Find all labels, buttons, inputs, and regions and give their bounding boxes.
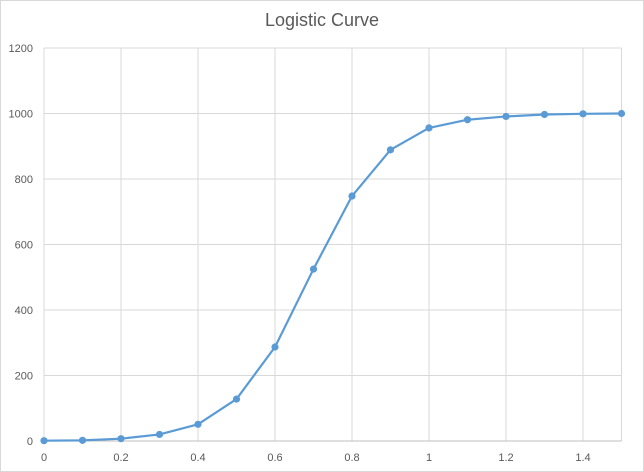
data-point [309, 265, 318, 273]
x-tick-label: 1.4 [575, 452, 590, 464]
x-tick-label: 1 [426, 452, 432, 464]
data-point [502, 112, 510, 121]
data-point [386, 146, 395, 154]
x-tick-label: 0.2 [113, 452, 128, 464]
y-tick-label: 400 [15, 305, 33, 317]
x-tick-label: 0.8 [344, 452, 359, 464]
data-point [463, 116, 472, 124]
data-point [155, 430, 164, 439]
data-point [271, 343, 279, 351]
data-point [425, 124, 433, 132]
data-point [579, 110, 587, 118]
y-tick-label: 800 [15, 174, 33, 186]
x-tick-label: 0 [41, 452, 47, 464]
data-point [117, 435, 125, 443]
data-point [540, 110, 549, 119]
data-point [40, 437, 48, 445]
data-point [617, 109, 626, 118]
x-tick-label: 1.2 [498, 452, 513, 464]
data-point [232, 395, 241, 403]
y-tick-label: 600 [15, 240, 33, 252]
data-point [194, 420, 202, 428]
y-tick-label: 1000 [9, 109, 33, 121]
data-point [78, 436, 87, 444]
y-tick-label: 1200 [9, 43, 33, 55]
x-tick-label: 0.6 [267, 452, 282, 464]
x-tick-label: 0.4 [190, 452, 205, 464]
chart-title: Logistic Curve [264, 10, 380, 30]
y-tick-label: 200 [15, 371, 33, 383]
data-point [348, 192, 356, 200]
y-tick-label: 0 [27, 436, 33, 448]
series-line [43, 112, 622, 442]
